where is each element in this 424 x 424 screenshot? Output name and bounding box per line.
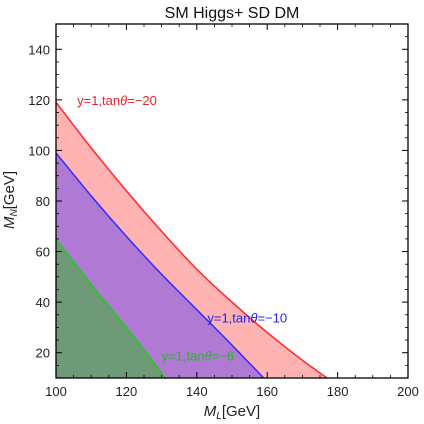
series-label-2-part-2: =−6 bbox=[212, 348, 234, 363]
x-tick-label-160: 160 bbox=[256, 384, 278, 399]
x-tick-label-200: 200 bbox=[397, 384, 419, 399]
y-tick-label-100: 100 bbox=[28, 143, 50, 158]
y-axis-symbol: M bbox=[1, 216, 18, 229]
axis-ticks: 100 120 140 160 180 200 20 40 60 80 100 120 140 bbox=[28, 23, 419, 399]
y-tick-label-80: 80 bbox=[36, 194, 50, 209]
x-axis-symbol: M bbox=[204, 403, 217, 420]
chart-title: SM Higgs+ SD DM bbox=[165, 5, 300, 22]
series-labels: y=1,tanθ=−20y=1,tanθ=−10y=1,tanθ=−6 bbox=[77, 93, 287, 363]
series-label-1: y=1,tanθ=−10 bbox=[207, 310, 287, 325]
x-axis-title: ML[GeV] bbox=[204, 403, 260, 422]
x-axis-subscript: L bbox=[216, 411, 222, 422]
series-label-0: y=1,tanθ=−20 bbox=[77, 93, 157, 108]
x-tick-label-120: 120 bbox=[116, 384, 138, 399]
series-label-0-part-0: y=1,tan bbox=[77, 93, 120, 108]
series-label-2-part-1: θ bbox=[205, 348, 212, 363]
x-tick-label-100: 100 bbox=[45, 384, 67, 399]
series-label-1-part-2: =−10 bbox=[257, 310, 287, 325]
series-curve-0 bbox=[55, 101, 328, 379]
series-label-0-part-2: =−20 bbox=[127, 93, 157, 108]
y-tick-label-40: 40 bbox=[36, 295, 50, 310]
y-axis-subscript: N bbox=[9, 209, 20, 217]
y-tick-label-20: 20 bbox=[36, 346, 50, 361]
y-tick-label-60: 60 bbox=[36, 245, 50, 260]
series-label-1-part-0: y=1,tan bbox=[207, 310, 250, 325]
x-axis-unit: [GeV] bbox=[222, 403, 260, 420]
series-label-0-part-1: θ bbox=[120, 93, 127, 108]
series-curve-1 bbox=[55, 152, 265, 379]
x-tick-label-180: 180 bbox=[327, 384, 349, 399]
x-tick-label-140: 140 bbox=[186, 384, 208, 399]
y-axis-unit: [GeV] bbox=[1, 171, 18, 209]
series-label-2-part-0: y=1,tan bbox=[162, 348, 205, 363]
series-areas bbox=[56, 102, 328, 379]
y-tick-label-120: 120 bbox=[28, 93, 50, 108]
series-label-1-part-1: θ bbox=[250, 310, 257, 325]
series-label-2: y=1,tanθ=−6 bbox=[162, 348, 235, 363]
y-tick-label-140: 140 bbox=[28, 42, 50, 57]
y-axis-title: MN[GeV] bbox=[1, 171, 20, 229]
